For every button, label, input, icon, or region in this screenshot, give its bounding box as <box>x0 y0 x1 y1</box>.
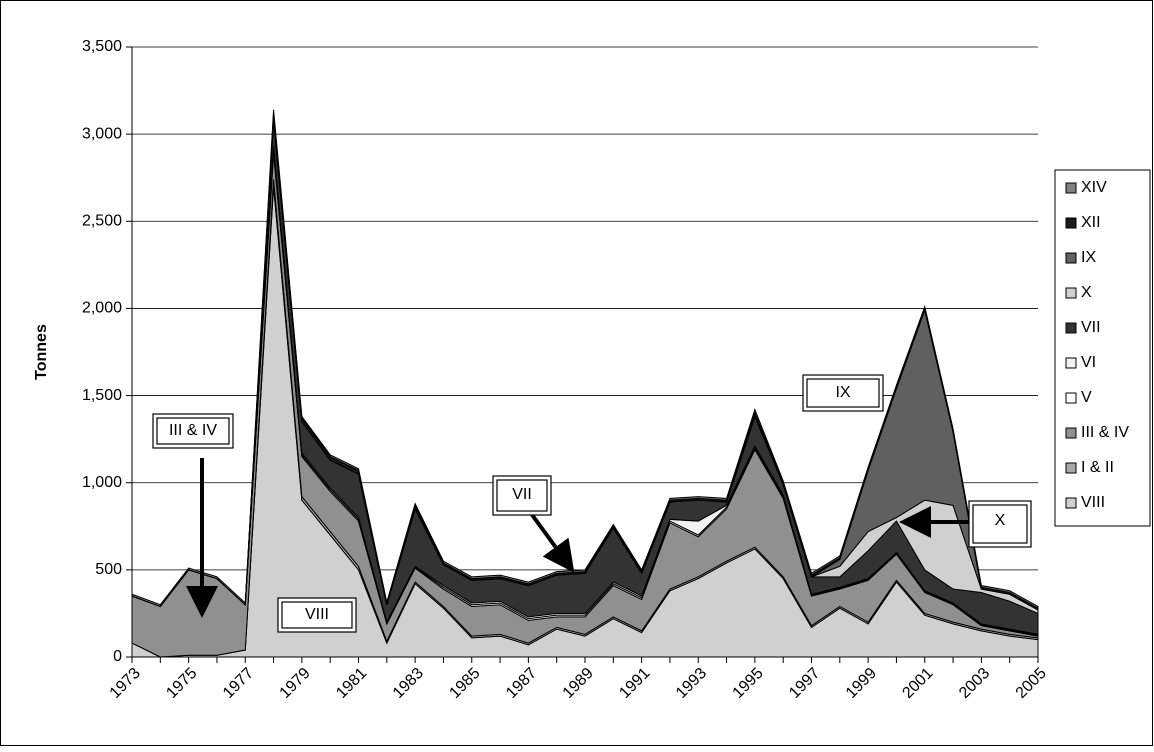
legend-label: III & IV <box>1081 424 1129 441</box>
y-tick-label: 0 <box>113 648 122 665</box>
y-axis-title: Tonnes <box>33 324 50 380</box>
legend-swatch <box>1065 392 1077 404</box>
annotation-box <box>972 504 1028 544</box>
legend-swatch <box>1065 357 1077 369</box>
legend-label: VI <box>1081 354 1096 371</box>
annotation: III & IV <box>169 422 217 439</box>
legend: VIII I & II III & IV V VI VII X IX XII XIV <box>1054 169 1151 527</box>
annotation: IX <box>835 384 850 401</box>
arrow <box>528 510 575 573</box>
y-tick-label: 1,500 <box>82 387 122 404</box>
y-tick-label: 3,000 <box>82 125 122 142</box>
legend-label: X <box>1081 284 1092 301</box>
annotation: X <box>995 512 1006 529</box>
annotation: VII <box>512 486 532 503</box>
annotation-box <box>156 417 230 445</box>
legend-label: XII <box>1081 214 1101 231</box>
annotation-box <box>496 479 548 512</box>
y-tick-label: 500 <box>95 561 122 578</box>
legend-swatch <box>1065 182 1077 194</box>
annotation-box <box>806 378 880 408</box>
y-tick-label: 2,500 <box>82 213 122 230</box>
annotations: III & IV VIII VII IX X <box>152 374 1032 633</box>
legend-label: VII <box>1081 319 1101 336</box>
legend-swatch <box>1065 287 1077 299</box>
legend-label: I & II <box>1081 459 1114 476</box>
legend-label: VIII <box>1081 494 1105 511</box>
legend-label: XIV <box>1081 179 1107 196</box>
y-tick-label: 3,500 <box>82 38 122 55</box>
legend-swatch <box>1065 427 1077 439</box>
annotation-box <box>281 601 353 629</box>
y-tick-label: 1,000 <box>82 474 122 491</box>
legend-swatch <box>1065 217 1077 229</box>
legend-label: V <box>1081 389 1092 406</box>
legend-swatch <box>1065 462 1077 474</box>
annotation: VIII <box>305 606 329 623</box>
legend-swatch <box>1065 322 1077 334</box>
area <box>131 109 1039 610</box>
legend-label: IX <box>1081 249 1096 266</box>
legend-swatch <box>1065 497 1077 509</box>
y-tick-label: 2,000 <box>82 300 122 317</box>
legend-swatch <box>1065 252 1077 264</box>
